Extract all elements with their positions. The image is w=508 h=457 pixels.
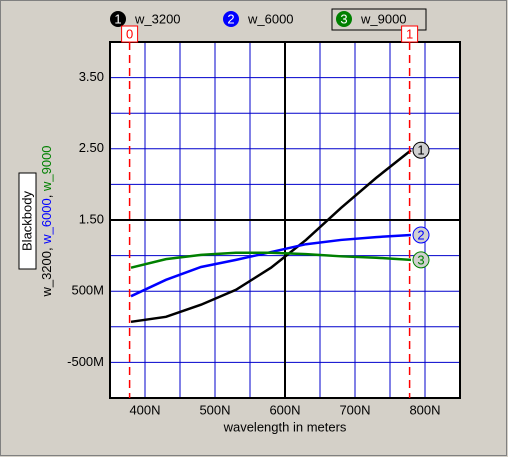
y-label-part: , xyxy=(39,191,54,198)
y-axis-label: Blackbody xyxy=(19,191,34,251)
x-tick-label: 400N xyxy=(129,402,160,417)
y-tick-label: 500M xyxy=(71,283,104,298)
cursor-label-box xyxy=(401,25,419,43)
series-end-number: 2 xyxy=(417,227,424,242)
x-tick-label: 600N xyxy=(269,402,300,417)
cursor-label: 0 xyxy=(126,26,133,41)
legend-number: 1 xyxy=(114,11,121,26)
x-tick-label: 800N xyxy=(409,402,440,417)
series-end-marker xyxy=(412,141,430,159)
series-end-marker xyxy=(412,251,430,269)
series-end-marker xyxy=(412,226,430,244)
x-tick-label: 700N xyxy=(339,402,370,417)
y-label-box xyxy=(18,172,37,270)
y-tick-label: 2.50 xyxy=(79,140,104,155)
y-label-part: , xyxy=(39,244,54,251)
y-label-part: w_9000 xyxy=(39,145,54,192)
legend-marker xyxy=(336,11,352,27)
y-tick-label: 3.50 xyxy=(79,69,104,84)
y-label-part: w_6000 xyxy=(39,198,54,245)
cursor-label: 1 xyxy=(406,26,413,41)
y-tick-label: 1.50 xyxy=(79,211,104,226)
series-end-number: 1 xyxy=(417,143,424,158)
y-tick-label: -500M xyxy=(67,354,104,369)
legend-number: 3 xyxy=(340,11,347,26)
series-line xyxy=(130,149,412,324)
legend-label: w_3200 xyxy=(134,11,181,26)
y-axis-series-label: w_3200, w_6000, w_9000 xyxy=(39,145,54,297)
series-line xyxy=(130,251,412,269)
legend-marker xyxy=(110,11,126,27)
legend-label: w_9000 xyxy=(360,11,407,26)
y-label-part: w_3200 xyxy=(39,251,54,298)
y-label-group: Blackbody w_3200, w_6000, w_9000 xyxy=(18,145,54,298)
legend-focus-box xyxy=(331,8,427,31)
legend-label: w_6000 xyxy=(247,11,294,26)
series-end-number: 3 xyxy=(417,252,424,267)
plot-border xyxy=(109,41,461,399)
cursor-label-box xyxy=(121,25,139,43)
x-axis-label: wavelength in meters xyxy=(223,419,347,434)
legend-number: 2 xyxy=(227,11,234,26)
x-tick-label: 500N xyxy=(199,402,230,417)
legend-marker xyxy=(223,11,239,27)
